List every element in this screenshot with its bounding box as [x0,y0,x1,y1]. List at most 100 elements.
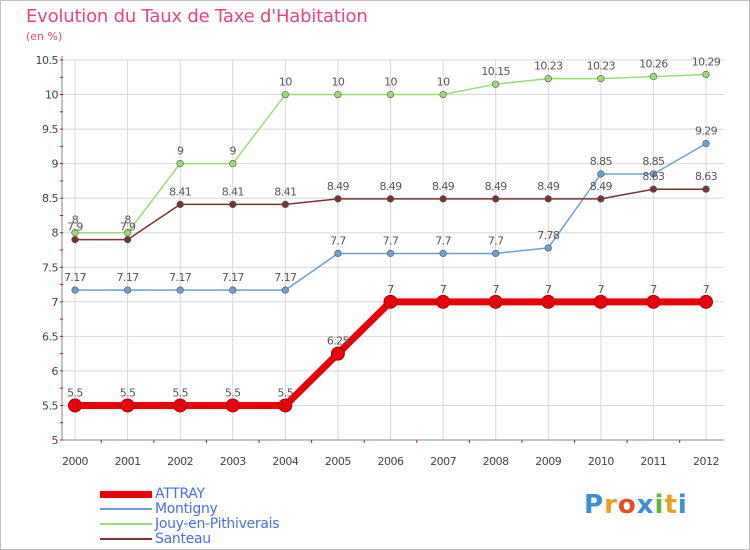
data-point [488,294,503,309]
data-label: 7 [598,283,605,296]
legend-swatch [100,490,152,498]
y-tick-label: 10.5 [36,54,59,67]
data-point [386,195,395,203]
data-point [225,398,240,413]
data-label: 10.29 [692,56,721,69]
x-tick-label: 2005 [325,455,351,468]
data-label: 5.5 [172,386,188,399]
legend-item: Montigny [100,501,218,517]
unit-label: (en %) [26,30,63,43]
x-tick-label: 2003 [220,455,246,468]
data-label: 10.26 [639,58,668,71]
data-point [281,200,289,208]
data-label: 8.49 [537,180,560,193]
data-point [278,398,293,413]
data-point [649,185,658,193]
data-point [699,294,713,309]
y-tick-label: 8 [52,227,59,240]
logo-letter: x [636,490,655,520]
data-label: 7.17 [222,271,245,284]
data-point [176,200,184,208]
y-tick-label: 9.5 [42,123,58,136]
x-tick-label: 2000 [62,455,88,468]
data-label: 9 [230,145,237,158]
data-label: 7.7 [435,234,451,247]
data-point [544,244,552,252]
data-label: 8.49 [379,180,402,193]
data-point [120,398,135,413]
data-point [173,398,188,413]
data-point [439,195,447,203]
legend-swatch [100,538,152,540]
data-label: 7 [387,283,394,296]
logo-letter: r [604,490,618,520]
y-tick-label: 5.5 [42,399,58,412]
data-label: 7.78 [537,229,560,242]
x-tick-label: 2012 [693,455,719,468]
data-label: 7.17 [117,271,140,284]
data-label: 7.17 [64,271,87,284]
x-tick-label: 2002 [167,455,193,468]
data-label: 8.41 [169,185,191,198]
data-label: 7.17 [169,271,192,284]
data-label: 10 [279,76,292,89]
y-tick-label: 6.5 [42,330,58,343]
data-label: 7 [703,283,710,296]
data-label: 10 [332,76,345,89]
x-tick-label: 2007 [430,455,456,468]
legend-label: Santeau [155,531,211,547]
legend-label: Jouy-en-Pithiverais [155,516,280,532]
logo-letter: i [677,490,688,520]
data-label: 7 [440,283,447,296]
data-point [281,286,289,294]
data-point [439,249,447,258]
data-point [123,236,132,244]
logo-letter: t [664,490,678,520]
data-point [492,80,500,88]
data-point [702,70,710,79]
x-tick-label: 2001 [115,455,141,468]
data-label: 8.41 [274,185,296,198]
data-point [649,170,658,178]
data-point [702,140,710,148]
data-point [492,249,500,258]
data-point [649,72,658,81]
data-point [281,90,289,99]
data-label: 10.23 [587,60,616,73]
y-tick-label: 9 [52,158,59,171]
data-label: 7.7 [488,234,504,247]
data-point [597,75,605,83]
x-tick-label: 2006 [378,455,404,468]
data-point [593,294,608,309]
data-point [229,200,237,208]
data-label: 8 [124,214,131,227]
logo-letter: i [654,490,665,520]
y-tick-label: 7.5 [42,261,58,274]
data-point [176,286,184,294]
y-tick-label: 8.5 [42,192,58,205]
data-point [68,398,82,413]
data-label: 8.49 [432,180,455,193]
legend-item: Santeau [100,531,211,547]
data-point [71,286,79,294]
y-tick-label: 5 [52,434,59,447]
data-point [71,229,79,237]
data-point [646,294,661,309]
data-label: 8.85 [642,155,665,168]
legend-label: Montigny [155,501,218,517]
legend-swatch [100,523,152,525]
legend-item: Jouy-en-Pithiverais [100,516,280,532]
data-label: 7.17 [274,271,297,284]
data-label: 7.9 [120,221,136,234]
data-point [334,195,342,203]
x-tick-label: 2011 [640,455,666,468]
data-label: 8.49 [590,180,613,193]
legend-swatch [100,508,152,510]
data-point [71,236,79,244]
y-tick-label: 6 [52,365,59,378]
data-label: 10.23 [534,60,563,73]
data-point [123,286,132,294]
proxiti-logo: Proxiti [584,490,688,520]
data-point [330,346,345,361]
